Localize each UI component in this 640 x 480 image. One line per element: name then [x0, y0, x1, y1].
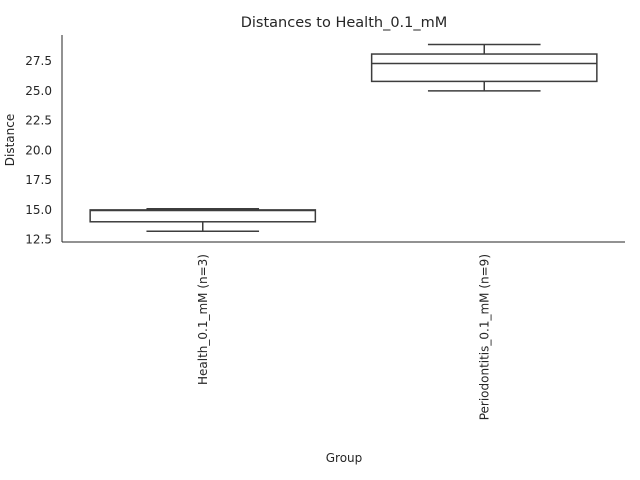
- box-group: [370, 43, 598, 92]
- y-axis-ticks: 12.5 15.0 17.5 20.0 22.5 25.0 27.5: [25, 54, 52, 246]
- y-tick-label: 25.0: [25, 84, 52, 98]
- x-tick-label: Health_0.1_mM (n=3): [196, 254, 210, 385]
- y-axis-title: Distance: [3, 114, 17, 166]
- y-tick-label: 12.5: [25, 233, 52, 247]
- y-tick-label: 22.5: [25, 114, 52, 128]
- box-iqr: [89, 209, 317, 223]
- axes: [61, 35, 625, 243]
- y-tick-label: 17.5: [25, 173, 52, 187]
- box-iqr: [370, 53, 598, 83]
- x-axis-ticks: Health_0.1_mM (n=3) Periodontitis_0.1_mM …: [196, 254, 492, 420]
- chart-title: Distances to Health_0.1_mM: [241, 15, 448, 31]
- box-group: [89, 207, 317, 233]
- y-tick-label: 15.0: [25, 203, 52, 217]
- x-axis-title: Group: [326, 451, 363, 465]
- y-tick-label: 27.5: [25, 54, 52, 68]
- boxes: [89, 43, 598, 233]
- x-tick-label: Periodontitis_0.1_mM (n=9): [477, 254, 491, 420]
- y-tick-label: 20.0: [25, 143, 52, 157]
